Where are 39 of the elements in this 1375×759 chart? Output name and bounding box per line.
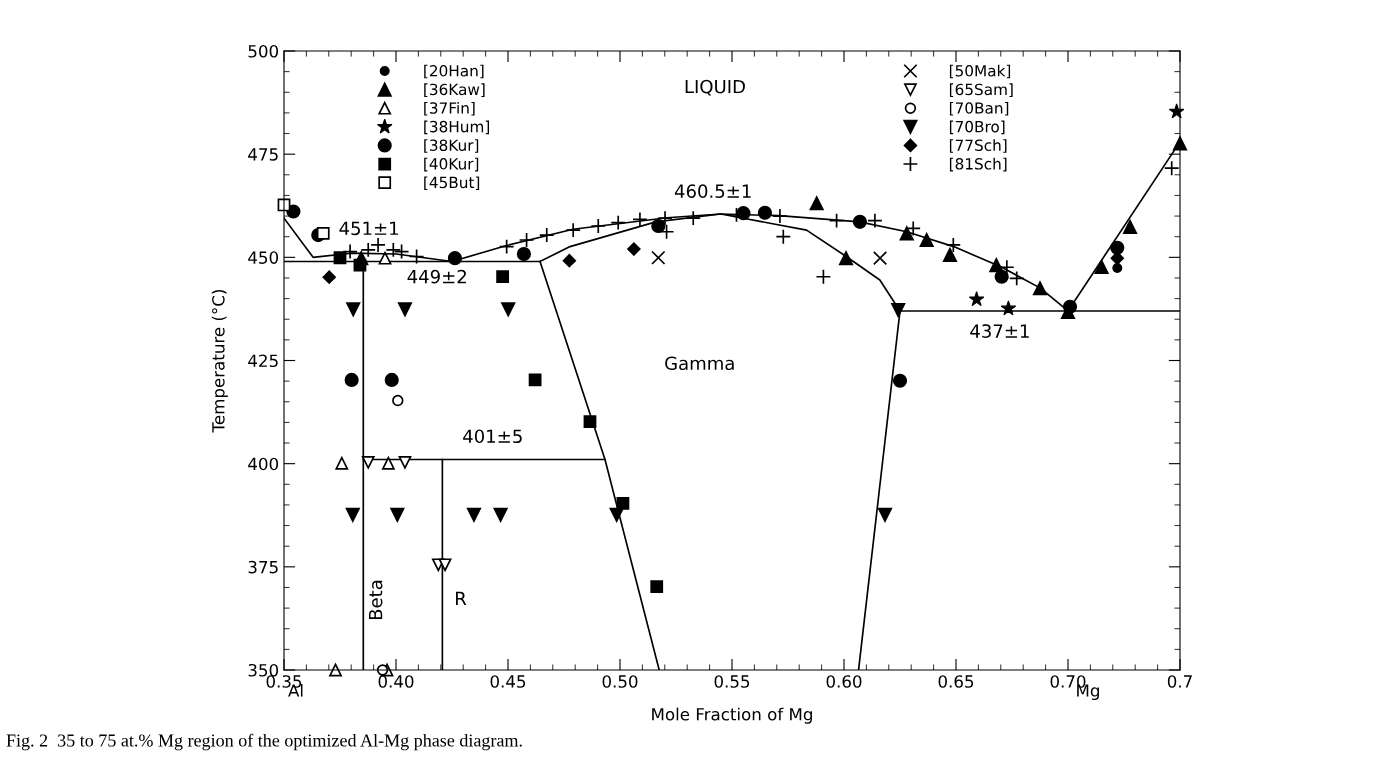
annotation: 460.5±1 (674, 184, 751, 198)
y-tick-label: 450 (248, 251, 279, 264)
x-axis-title: Mole Fraction of Mg (652, 707, 812, 724)
legend-label: [38Kur] (424, 139, 479, 153)
legend-label: [20Han] (424, 64, 484, 79)
x-tick-label: 0.65 (938, 675, 974, 688)
annotation: R (456, 591, 467, 606)
legend-label: [77Sch] (949, 139, 1007, 153)
x-tick-label: 0.60 (826, 675, 862, 688)
annotation: Beta (369, 580, 383, 620)
legend-label: [37Fin] (424, 101, 475, 116)
annotation: 451±1 (339, 221, 398, 236)
x-tick-label: 0.7 (1167, 675, 1192, 688)
legend-label: [70Ban] (949, 101, 1009, 116)
caption: Fig. 2 35 to 75 at.% Mg region of the optimized Al-Mg phase diagram. (6, 733, 522, 751)
annotation: 401±5 (463, 429, 522, 444)
annotation: 437±1 (970, 324, 1029, 338)
y-tick-label: 500 (248, 44, 279, 58)
y-tick-label: 425 (248, 354, 278, 368)
y-tick-label: 350 (248, 663, 279, 677)
y-tick-label: 400 (248, 457, 279, 471)
legend-label: [36Kaw] (424, 83, 485, 97)
x-tick-label: 0.45 (490, 675, 526, 688)
legend-label: [40Kur] (424, 157, 479, 172)
x-tick-label: 0.50 (602, 675, 638, 688)
y-axis-title: Temperature (°C) (211, 290, 228, 433)
legend-label: [38Hum] (424, 120, 489, 135)
legend-label: [70Bro] (949, 120, 1005, 135)
x-tick-label: 0.40 (378, 675, 414, 688)
annotation: Gamma (665, 356, 734, 371)
annotation: LIQUID (685, 79, 745, 96)
annotation: 449±2 (407, 269, 466, 284)
legend-label: [65Sam] (949, 83, 1013, 97)
x-tick-label: 0.55 (714, 675, 750, 688)
legend-label: [45But] (424, 176, 480, 191)
legend-label: [50Mak] (949, 64, 1011, 79)
legend-label: [81Sch] (949, 157, 1007, 172)
y-tick-label: 375 (248, 560, 278, 574)
y-tick-label: 475 (248, 148, 278, 161)
